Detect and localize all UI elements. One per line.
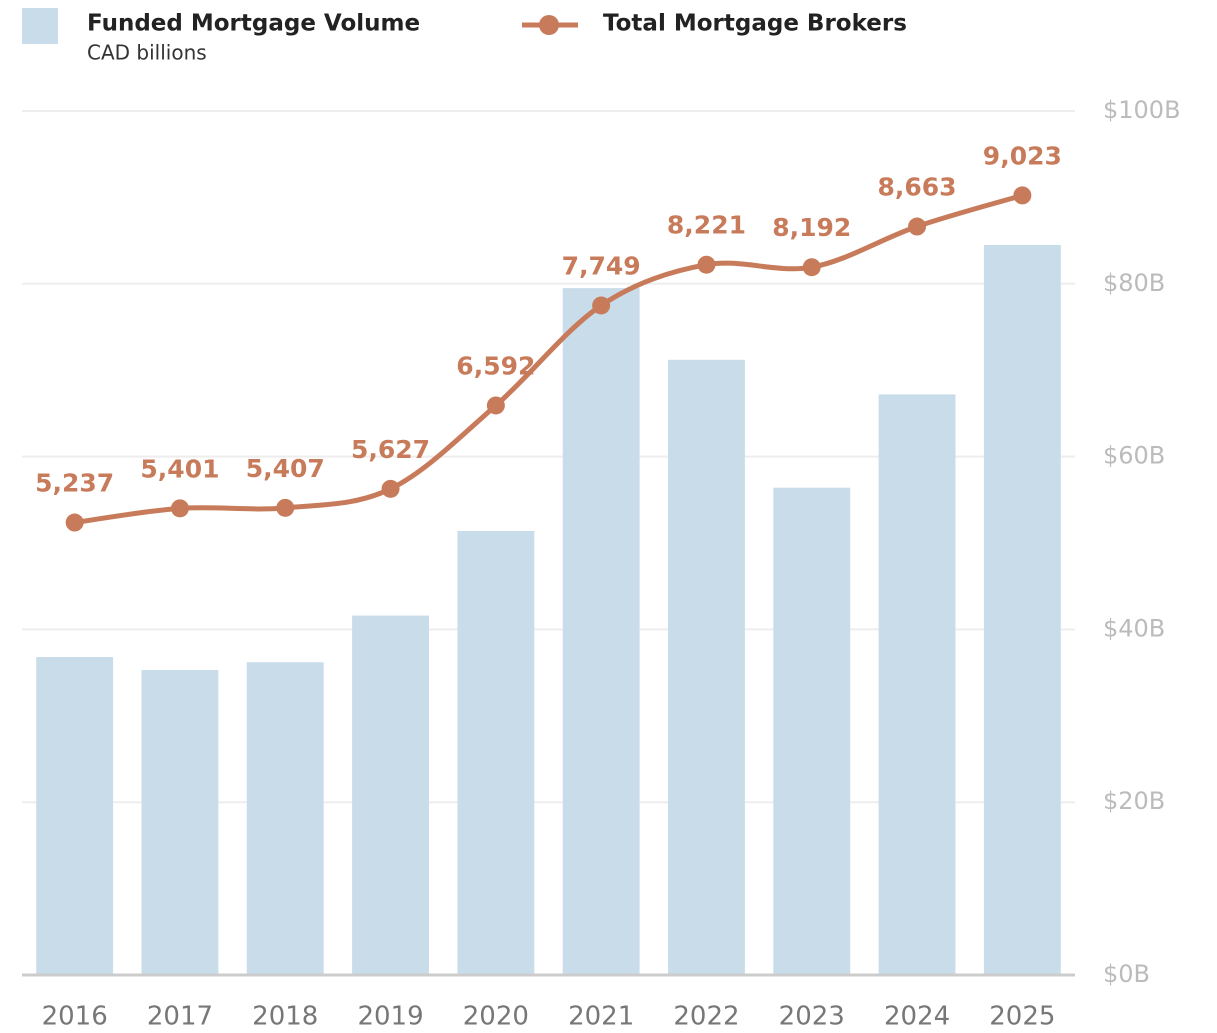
x-tick-label: 2022 [673, 1002, 739, 1032]
bar [352, 615, 429, 975]
legend-label: Funded Mortgage Volume [87, 11, 420, 37]
legend-label: Total Mortgage Brokers [603, 11, 907, 37]
line-marker [170, 499, 189, 518]
x-tick-label: 2025 [989, 1002, 1055, 1032]
x-tick-label: 2023 [779, 1002, 845, 1032]
x-tick-label: 2020 [463, 1002, 529, 1032]
bar [36, 657, 114, 975]
line-marker [1013, 186, 1032, 205]
line-marker [592, 296, 611, 315]
y-tick-label: $60B [1103, 442, 1165, 470]
line-marker [381, 479, 400, 498]
x-tick-label: 2017 [147, 1002, 213, 1032]
y-tick-label: $0B [1103, 960, 1150, 988]
bar [668, 359, 745, 975]
data-label: 7,749 [562, 251, 641, 280]
line-marker [65, 513, 84, 532]
bar [457, 530, 535, 975]
x-tick-label: 2021 [568, 1002, 634, 1032]
bar [246, 662, 324, 975]
bar [878, 394, 956, 976]
bar [773, 487, 851, 975]
x-tick-label: 2024 [884, 1002, 950, 1032]
x-tick-label: 2018 [252, 1002, 318, 1032]
legend-swatch-marker [539, 15, 559, 35]
line-marker [697, 255, 716, 274]
x-tick-label: 2019 [357, 1002, 423, 1032]
y-tick-label: $20B [1103, 787, 1165, 815]
line-marker [908, 217, 927, 236]
legend-swatch-bars [22, 8, 58, 44]
data-label: 8,663 [878, 173, 957, 202]
data-label: 9,023 [983, 141, 1062, 170]
data-label: 5,401 [140, 454, 219, 483]
bar [562, 288, 640, 975]
data-label: 5,627 [351, 435, 430, 464]
bar [983, 244, 1061, 976]
x-tick-label: 2016 [42, 1002, 108, 1032]
line-marker [802, 258, 821, 277]
y-tick-label: $100B [1103, 96, 1181, 124]
line [74, 193, 1024, 526]
data-label: 8,221 [667, 211, 746, 240]
chart-subtitle: CAD billions [87, 41, 207, 65]
data-label: 8,192 [772, 213, 851, 242]
y-tick-label: $40B [1103, 614, 1165, 642]
data-label: 5,407 [246, 454, 325, 483]
y-tick-label: $80B [1103, 269, 1165, 297]
line-marker [486, 396, 505, 415]
data-label: 6,592 [456, 351, 535, 380]
data-label: 5,237 [35, 469, 114, 498]
bar [141, 670, 219, 975]
line-marker [276, 498, 295, 517]
